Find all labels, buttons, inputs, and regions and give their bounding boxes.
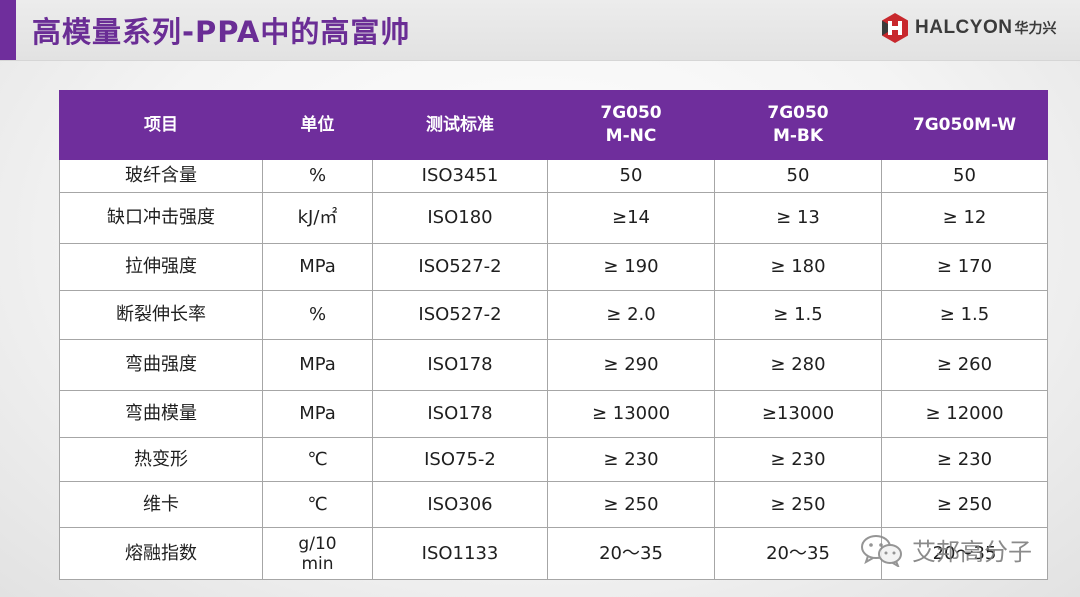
- column-standard-cell: ISO3451: [372, 159, 548, 193]
- table-header-row: 项目 单位 测试标准 7G050 M-NC 7G050 M-BK 7G050M-W: [59, 90, 1048, 160]
- column-7g050m-nc-cell: ≥ 190: [547, 243, 715, 291]
- column-unit-cell: MPa: [262, 243, 373, 291]
- column-7g050m-w-cell: ≥ 230: [881, 437, 1048, 482]
- table-row: 断裂伸长率% ISO527-2 ≥ 2.0 ≥ 1.5 ≥ 1.5: [59, 290, 1048, 340]
- spec-table: 项目 单位 测试标准 7G050 M-NC 7G050 M-BK 7G050M-W 玻纤含量%…: [59, 90, 1048, 580]
- column-7g050m-bk-cell: ≥13000: [714, 390, 882, 438]
- column-unit-cell: %: [262, 159, 373, 193]
- column-item-cell: 维卡: [59, 481, 263, 528]
- halcyon-logo-icon: [882, 13, 908, 43]
- column-7g050m-bk-cell: ≥ 13: [714, 192, 882, 244]
- column-item-cell: 玻纤含量: [59, 159, 263, 193]
- column-7g050m-nc-header: 7G050 M-NC: [547, 90, 715, 160]
- column-unit-cell: g/10 min: [262, 527, 373, 580]
- column-standard-cell: ISO180: [372, 192, 548, 244]
- column-standard-cell: ISO178: [372, 339, 548, 391]
- column-unit-cell: MPa: [262, 339, 373, 391]
- header-label: M-NC: [605, 126, 657, 146]
- wechat-icon: [861, 534, 902, 567]
- column-standard-cell: ISO75-2: [372, 437, 548, 482]
- header-label: 项目: [144, 114, 178, 135]
- column-standard-cell: ISO527-2: [372, 290, 548, 340]
- column-unit-cell: MPa: [262, 390, 373, 438]
- column-standard-header: 测试标准: [372, 90, 548, 160]
- unit-line: min: [301, 553, 334, 574]
- column-standard-cell: ISO1133: [372, 527, 548, 580]
- column-unit-header: 单位: [262, 90, 373, 160]
- column-standard-cell: ISO178: [372, 390, 548, 438]
- column-unit-cell: ℃: [262, 481, 373, 528]
- table-body: 玻纤含量% ISO3451 50 50 50 缺口冲击强度 kJ/㎡ ISO180 ≥14 ≥ 1…: [59, 159, 1048, 580]
- watermark: 艾邦高分子: [860, 532, 1032, 567]
- column-7g050m-w-cell: ≥ 12: [881, 192, 1048, 244]
- table-row: 熔融指数 g/10 min ISO1133 20～35 20～35 20～35: [59, 527, 1048, 580]
- column-7g050m-nc-cell: ≥14: [547, 192, 715, 244]
- column-7g050m-w-cell: ≥ 1.5: [881, 290, 1048, 340]
- column-unit-cell: %: [262, 290, 373, 340]
- column-standard-cell: ISO527-2: [372, 243, 548, 291]
- column-unit-cell: kJ/㎡: [262, 192, 373, 244]
- logo-wordmark: HALCYON: [915, 17, 1013, 38]
- column-7g050m-w-cell: 50: [881, 159, 1048, 193]
- header-label: 测试标准: [426, 114, 494, 135]
- table-row: 维卡 ℃ ISO306 ≥ 250 ≥ 250 ≥ 250: [59, 481, 1048, 528]
- column-7g050m-bk-cell: ≥ 250: [714, 481, 882, 528]
- column-item-cell: 热变形: [59, 437, 263, 482]
- column-7g050m-nc-cell: ≥ 250: [547, 481, 715, 528]
- table-row: 弯曲强度 MPa ISO178 ≥ 290 ≥ 280 ≥ 260: [59, 339, 1048, 391]
- column-7g050m-nc-cell: 50: [547, 159, 715, 193]
- column-7g050m-bk-cell: ≥ 280: [714, 339, 882, 391]
- column-7g050m-w-cell: ≥ 170: [881, 243, 1048, 291]
- column-7g050m-w-header: 7G050M-W: [881, 90, 1048, 160]
- column-7g050m-bk-cell: 20～35: [714, 527, 882, 580]
- company-logo: HALCYON 华力兴: [879, 12, 1056, 44]
- header-label: 7G050: [600, 103, 662, 123]
- column-unit-cell: ℃: [262, 437, 373, 482]
- column-item-cell: 熔融指数: [59, 527, 263, 580]
- column-item-cell: 缺口冲击强度: [59, 192, 263, 244]
- column-7g050m-bk-cell: 50: [714, 159, 882, 193]
- column-item-cell: 断裂伸长率: [59, 290, 263, 340]
- column-7g050m-nc-cell: ≥ 2.0: [547, 290, 715, 340]
- header-label: 单位: [300, 114, 335, 135]
- column-item-cell: 弯曲强度: [59, 339, 263, 391]
- slide-header: 高模量系列-PPA中的高富帅 HALCYON 华力兴: [0, 0, 1080, 61]
- column-7g050m-w-cell: ≥ 12000: [881, 390, 1048, 438]
- column-7g050m-w-cell: ≥ 260: [881, 339, 1048, 391]
- accent-bar: [0, 0, 16, 60]
- slide-title: 高模量系列-PPA中的高富帅: [32, 15, 411, 49]
- column-item-cell: 弯曲模量: [59, 390, 263, 438]
- table-row: 玻纤含量% ISO3451 50 50 50: [59, 159, 1048, 193]
- table-row: 拉伸强度 MPa ISO527-2 ≥ 190 ≥ 180 ≥ 170: [59, 243, 1048, 291]
- column-7g050m-nc-cell: ≥ 290: [547, 339, 715, 391]
- watermark-text: 艾邦高分子: [912, 538, 1032, 566]
- unit-line: g/10: [298, 533, 337, 554]
- column-7g050m-bk-cell: ≥ 230: [714, 437, 882, 482]
- column-7g050m-bk-header: 7G050 M-BK: [714, 90, 882, 160]
- header-label: M-BK: [772, 126, 824, 146]
- column-7g050m-bk-cell: ≥ 180: [714, 243, 882, 291]
- table-row: 弯曲模量 MPa ISO178 ≥ 13000 ≥13000 ≥ 12000: [59, 390, 1048, 438]
- column-7g050m-nc-cell: ≥ 230: [547, 437, 715, 482]
- table-row: 热变形 ℃ ISO75-2 ≥ 230 ≥ 230 ≥ 230: [59, 437, 1048, 482]
- column-item-header: 项目: [59, 90, 263, 160]
- column-item-cell: 拉伸强度: [59, 243, 263, 291]
- column-7g050m-w-cell: ≥ 250: [881, 481, 1048, 528]
- table-row: 缺口冲击强度 kJ/㎡ ISO180 ≥14 ≥ 13 ≥ 12: [59, 192, 1048, 244]
- column-7g050m-nc-cell: ≥ 13000: [547, 390, 715, 438]
- column-7g050m-nc-cell: 20～35: [547, 527, 715, 580]
- logo-chinese-name: 华力兴: [1014, 21, 1057, 37]
- column-7g050m-bk-cell: ≥ 1.5: [714, 290, 882, 340]
- header-label: 7G050: [767, 103, 829, 123]
- column-standard-cell: ISO306: [372, 481, 548, 528]
- header-label: 7G050M-W: [912, 114, 1017, 135]
